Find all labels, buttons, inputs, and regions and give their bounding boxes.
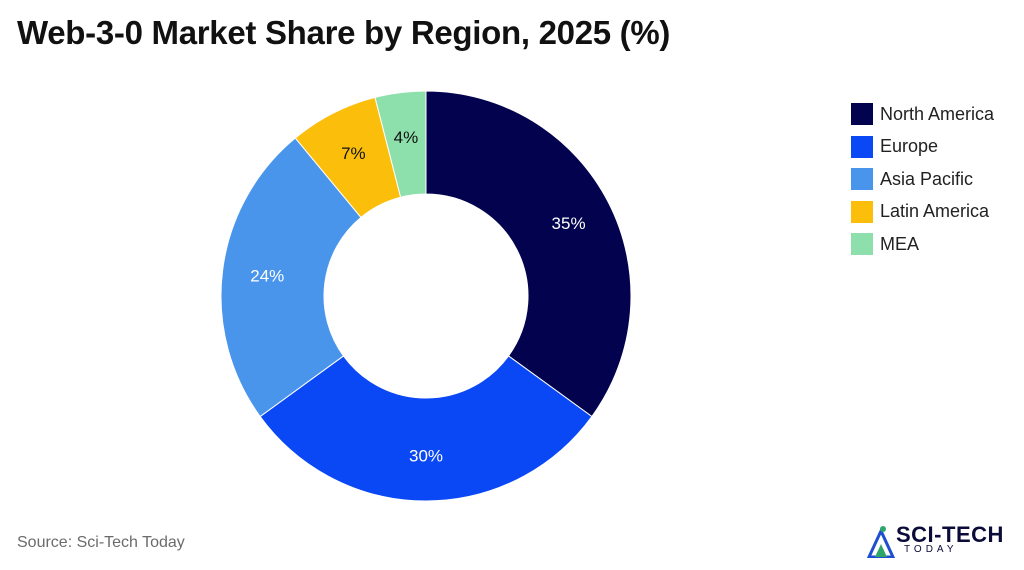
legend-label: North America <box>880 103 995 124</box>
legend: North America Europe Asia Pacific Latin Ame… <box>851 98 994 261</box>
legend-item-mea: MEA <box>851 228 994 261</box>
legend-swatch <box>851 135 873 158</box>
legend-swatch <box>851 200 873 223</box>
slice-label-mea: 4% <box>394 128 419 147</box>
legend-swatch <box>851 103 873 126</box>
slice-mea <box>374 90 427 198</box>
slice-label-europe: 30% <box>409 447 443 466</box>
slice-label-north-america: 35% <box>552 214 586 233</box>
logo-wordmark: SCI-TECH <box>896 522 1004 547</box>
legend-label: Latin America <box>880 201 990 222</box>
legend-item-north-america: North America <box>851 98 994 131</box>
legend-item-europe: Europe <box>851 131 994 164</box>
slice-europe <box>259 355 593 502</box>
legend-swatch <box>851 233 873 256</box>
sci-tech-logo: SCI-TECH TODAY <box>866 522 1016 560</box>
slice-north-america <box>425 90 632 418</box>
slice-asia-pacific <box>220 137 362 418</box>
slice-label-asia-pacific: 24% <box>250 266 284 285</box>
slice-label-latin-america: 7% <box>341 144 366 163</box>
logo-tagline: TODAY <box>904 544 958 555</box>
legend-label: Asia Pacific <box>880 168 974 189</box>
legend-label: MEA <box>880 233 920 254</box>
legend-item-latin-america: Latin America <box>851 196 994 229</box>
source-note: Source: Sci-Tech Today <box>17 534 185 551</box>
legend-item-asia-pacific: Asia Pacific <box>851 163 994 196</box>
logo-mark-icon <box>866 526 896 558</box>
chart-title: Web-3-0 Market Share by Region, 2025 (%) <box>17 14 671 51</box>
legend-swatch <box>851 168 873 191</box>
legend-label: Europe <box>880 136 939 157</box>
